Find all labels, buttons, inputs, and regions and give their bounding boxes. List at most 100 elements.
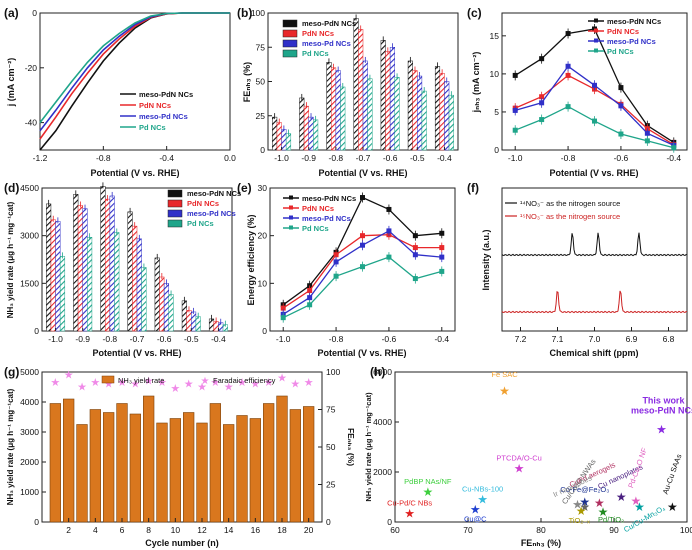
legend-swatch: [282, 39, 298, 48]
y-axis-label: jₙₕ₃ (mA cm⁻²): [471, 52, 481, 114]
x-tick-label: -0.7: [356, 153, 371, 163]
y-tick-label: 10: [258, 278, 268, 288]
x-tick-label: -0.6: [382, 334, 397, 344]
scatter-star: ★: [631, 494, 642, 508]
x-axis-label: FEₙₕ₃ (%): [521, 538, 561, 548]
data-point: [565, 63, 571, 69]
x-tick-label: 6.9: [626, 334, 638, 344]
scatter-star: ★: [579, 500, 590, 514]
y-tick-label: 5000: [20, 367, 39, 377]
bar: [385, 51, 391, 151]
series-line: [515, 65, 675, 146]
bar: [77, 205, 83, 332]
x-tick-label: -0.4: [666, 153, 681, 163]
fe-star-marker: ★: [77, 382, 87, 394]
y-axis-label: Intensity (a.u.): [481, 229, 491, 290]
data-point: [539, 100, 545, 106]
x-tick-label: -0.8: [329, 334, 344, 344]
scatter-star: ★: [634, 500, 645, 514]
panel-label: (a): [4, 6, 19, 20]
bar: [209, 403, 221, 523]
legend-label: meso-Pd NCs: [139, 112, 188, 121]
fe-star-marker: ★: [210, 377, 220, 389]
fe-star-marker: ★: [117, 377, 127, 389]
fe-star-marker: ★: [184, 379, 194, 391]
bar: [169, 418, 181, 523]
x-tick-label: -0.4: [437, 153, 452, 163]
fe-star-marker: ★: [197, 382, 207, 394]
legend-swatch: [167, 199, 183, 208]
y-tick-label: 25: [256, 111, 266, 121]
point-label: Cu-NBs-100: [462, 485, 503, 494]
y-tick-label: 1000: [20, 487, 39, 497]
point-label-line: Co-Fe@Fe₂O₃: [560, 485, 609, 494]
plot-frame: [269, 187, 456, 332]
bar: [129, 413, 141, 523]
legend-label: PdN NCs: [302, 204, 334, 213]
bar: [141, 267, 147, 332]
legend-swatch: [101, 375, 115, 384]
data-point: [360, 264, 365, 270]
legend-marker: [594, 18, 598, 23]
bar: [156, 422, 168, 523]
x-tick-label: -0.8: [329, 153, 344, 163]
data-point: [618, 103, 624, 109]
legend-label: meso-PdN NCs: [302, 19, 356, 28]
legend-label: NH₃ yield rate: [118, 376, 164, 385]
bar: [154, 257, 160, 332]
bar: [116, 403, 128, 523]
legend-label: Pd NCs: [607, 47, 634, 56]
bar: [394, 77, 400, 151]
scatter-star: ★: [656, 423, 667, 437]
data-point: [412, 245, 418, 251]
data-point: [565, 72, 571, 78]
legend-marker: [289, 195, 293, 200]
x-tick-label: -1.0: [276, 334, 291, 344]
bar: [100, 186, 106, 332]
x-tick-label: -1.0: [48, 334, 63, 344]
fe-star-marker: ★: [170, 383, 180, 395]
x-tick-label: 20: [304, 525, 314, 535]
legend-marker: [594, 48, 598, 53]
bar: [168, 294, 174, 332]
fe-star-marker: ★: [130, 379, 140, 391]
data-point: [333, 259, 339, 265]
legend-marker: [289, 225, 293, 230]
fe-star-marker: ★: [157, 377, 167, 389]
bar: [249, 418, 261, 523]
fe-star-marker: ★: [224, 382, 234, 394]
data-point: [412, 233, 418, 239]
legend-marker: [594, 38, 598, 43]
x-axis-label: Potential (V vs. RHE): [90, 168, 179, 178]
y-tick-label: 0: [34, 517, 39, 527]
x-tick-label: 18: [277, 525, 287, 535]
data-point: [512, 107, 518, 113]
x-tick-label: 7.0: [589, 334, 601, 344]
data-point: [618, 131, 624, 137]
bar: [109, 195, 115, 332]
data-point: [307, 287, 313, 293]
point-label-line: Fe SAC: [491, 370, 518, 379]
data-point: [386, 206, 392, 212]
scatter-star: ★: [404, 506, 415, 520]
legend-swatch: [167, 189, 183, 198]
y2-tick-label: 75: [326, 405, 336, 415]
data-point: [307, 302, 313, 308]
x-tick-label: -0.8: [561, 153, 576, 163]
bar: [132, 225, 138, 332]
x-tick-label: -0.6: [157, 334, 172, 344]
y-tick-label: 2000: [373, 467, 392, 477]
legend-label: meso-Pd NCs: [302, 214, 351, 223]
data-point: [512, 127, 518, 133]
x-tick-label: 70: [463, 525, 473, 535]
data-point: [360, 233, 365, 239]
panel-label: (g): [4, 365, 19, 379]
scatter-star: ★: [572, 498, 583, 512]
data-point: [333, 252, 339, 258]
point-label-line: TiO₂₋ₓ: [569, 516, 591, 525]
legend-swatch: [282, 29, 298, 38]
data-point: [439, 245, 445, 251]
y-tick-label: 15: [490, 31, 500, 41]
bar: [353, 18, 359, 151]
bar: [236, 415, 248, 523]
